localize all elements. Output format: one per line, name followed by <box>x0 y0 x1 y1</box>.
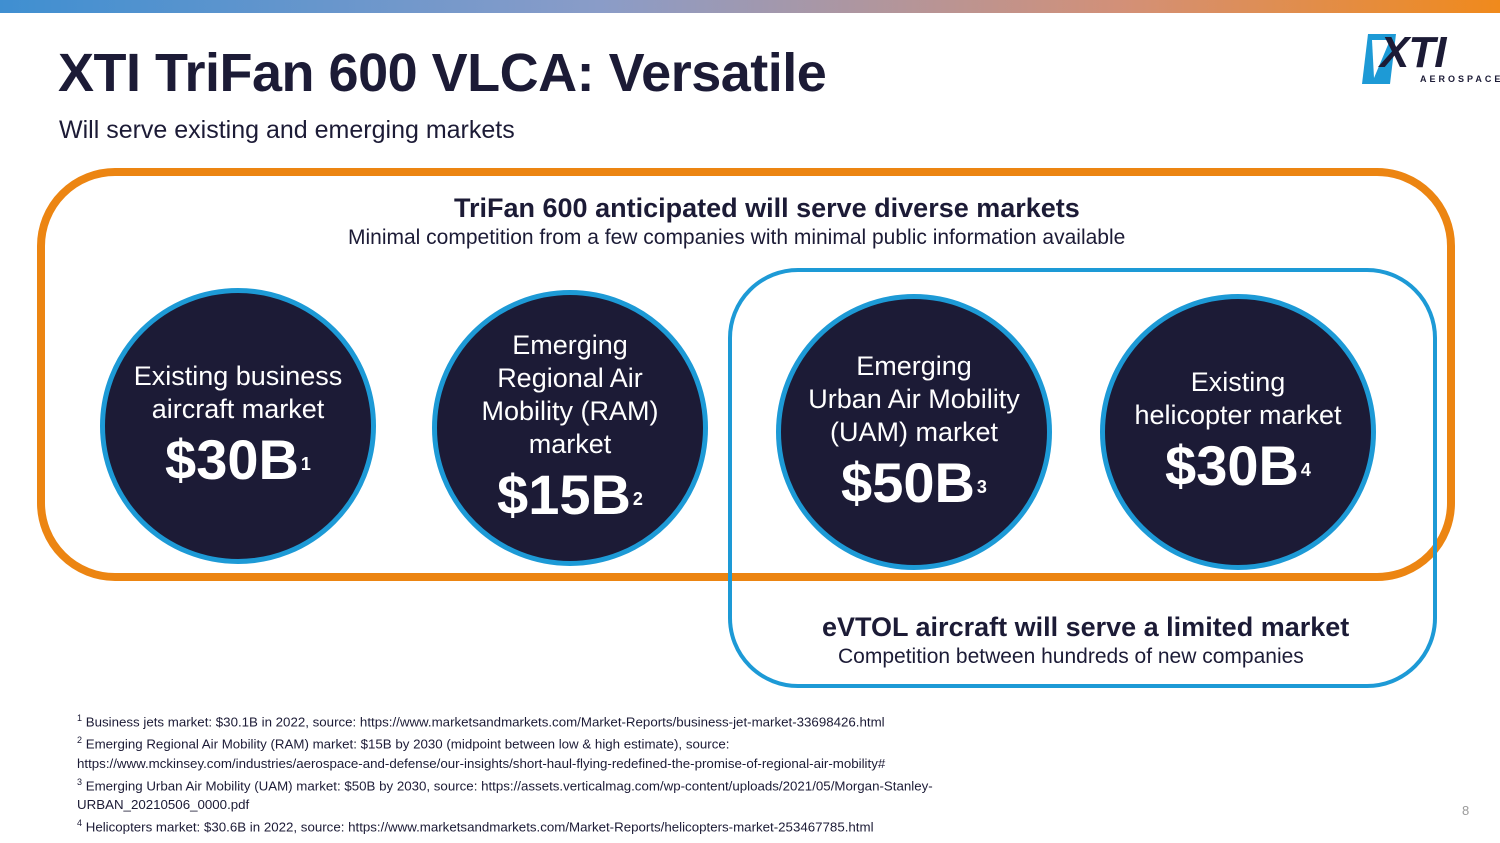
footnote-line: 1 Business jets market: $30.1B in 2022, … <box>77 713 885 730</box>
trifan-box-subheading: Minimal competition from a few companies… <box>348 226 1126 249</box>
market-label: Emerging Urban Air Mobility (UAM) market <box>808 350 1020 447</box>
trifan-markets-frame <box>37 168 1455 581</box>
market-value: $15B 2 <box>497 463 643 526</box>
footnote-line: 4 Helicopters market: $30.6B in 2022, so… <box>77 818 874 835</box>
trifan-box-heading: TriFan 600 anticipated will serve divers… <box>454 193 1080 223</box>
logo-mark-icon <box>1362 34 1396 84</box>
market-circle-ram: Emerging Regional Air Mobility (RAM) mar… <box>432 290 708 566</box>
market-label: Existing helicopter market <box>1134 367 1342 430</box>
market-circle-uam: Emerging Urban Air Mobility (UAM) market… <box>776 294 1052 570</box>
slide-title: XTI TriFan 600 VLCA: Versatile <box>58 43 827 103</box>
market-value: $30B 4 <box>1165 434 1311 497</box>
page-number: 8 <box>1462 803 1470 818</box>
evtol-box-heading: eVTOL aircraft will serve a limited mark… <box>822 612 1350 642</box>
footnote-line: https://www.mckinsey.com/industries/aero… <box>77 755 886 771</box>
footnote-line: URBAN_20210506_0000.pdf <box>77 797 250 813</box>
footnote-line: 2 Emerging Regional Air Mobility (RAM) m… <box>77 735 730 752</box>
slide-subtitle: Will serve existing and emerging markets <box>59 116 515 144</box>
logo-text: XTI <box>1380 28 1446 77</box>
market-label: Emerging Regional Air Mobility (RAM) mar… <box>481 330 659 459</box>
footnotes: 1 Business jets market: $30.1B in 2022, … <box>77 709 1117 837</box>
evtol-box-subheading: Competition between hundreds of new comp… <box>838 645 1304 668</box>
market-circle-helicopter: Existing helicopter market $30B 4 <box>1100 294 1376 570</box>
market-label: Existing business aircraft market <box>133 361 343 424</box>
market-value: $50B 3 <box>841 450 987 514</box>
evtol-markets-frame <box>728 268 1437 688</box>
logo-subtext: AEROSPACE <box>1420 74 1500 84</box>
top-gradient-bar <box>0 0 1500 13</box>
market-circle-business-aircraft: Existing business aircraft market $30B 1 <box>100 288 376 564</box>
footnote-line: 3 Emerging Urban Air Mobility (UAM) mark… <box>77 776 933 794</box>
xti-aerospace-logo: XTI AEROSPACE <box>1360 28 1500 86</box>
market-value: $30B 1 <box>165 428 311 491</box>
